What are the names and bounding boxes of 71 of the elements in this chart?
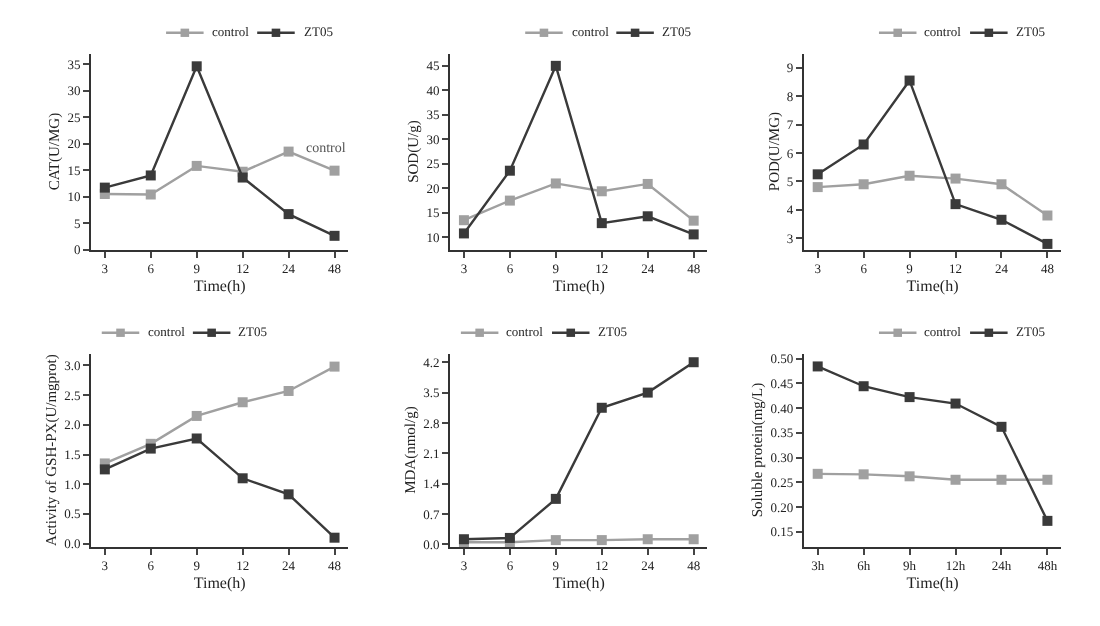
- point: [283, 385, 294, 396]
- point: [283, 146, 294, 157]
- point: [550, 535, 561, 546]
- point: [996, 474, 1007, 485]
- point: [812, 182, 823, 193]
- x-axis-title: Time(h): [193, 277, 247, 296]
- point: [191, 160, 202, 171]
- point: [504, 165, 515, 176]
- point: [904, 75, 915, 86]
- point: [191, 61, 202, 72]
- point: [237, 397, 248, 408]
- point: [812, 468, 823, 479]
- point: [504, 532, 515, 543]
- point: [996, 214, 1007, 225]
- point: [550, 178, 561, 189]
- point: [688, 229, 699, 240]
- point: [596, 186, 607, 197]
- point: [458, 228, 469, 239]
- point: [191, 433, 202, 444]
- point: [904, 392, 915, 403]
- point: [642, 178, 653, 189]
- point: [858, 381, 869, 392]
- point: [191, 410, 202, 421]
- x-axis-title: Time(h): [552, 574, 606, 593]
- point: [904, 170, 915, 181]
- point: [642, 211, 653, 222]
- point: [950, 398, 961, 409]
- point: [812, 361, 823, 372]
- point: [550, 493, 561, 504]
- point: [996, 179, 1007, 190]
- point: [283, 209, 294, 220]
- point: [458, 215, 469, 226]
- point: [99, 464, 110, 475]
- point: [145, 170, 156, 181]
- point: [329, 361, 340, 372]
- point: [1042, 238, 1053, 249]
- point: [596, 535, 607, 546]
- point: [950, 199, 961, 210]
- point: [237, 172, 248, 183]
- point: [283, 489, 294, 500]
- x-axis-title: Time(h): [906, 574, 960, 593]
- point: [858, 179, 869, 190]
- point: [1042, 210, 1053, 221]
- point: [145, 443, 156, 454]
- point: [642, 534, 653, 545]
- point: [950, 474, 961, 485]
- point: [145, 189, 156, 200]
- point: [904, 471, 915, 482]
- point: [329, 165, 340, 176]
- point: [596, 402, 607, 413]
- point: [504, 195, 515, 206]
- point: [1042, 474, 1053, 485]
- point: [642, 387, 653, 398]
- x-axis-title: Time(h): [906, 277, 960, 296]
- point: [688, 357, 699, 368]
- point: [812, 169, 823, 180]
- point: [688, 215, 699, 226]
- point: [858, 139, 869, 150]
- point: [329, 532, 340, 543]
- x-axis-title: Time(h): [552, 277, 606, 296]
- point: [99, 182, 110, 193]
- point: [329, 230, 340, 241]
- point: [237, 473, 248, 484]
- point: [1042, 515, 1053, 526]
- point: [688, 534, 699, 545]
- point: [950, 173, 961, 184]
- point: [858, 469, 869, 480]
- point: [550, 60, 561, 71]
- point: [996, 421, 1007, 432]
- x-axis-title: Time(h): [193, 574, 247, 593]
- point: [596, 218, 607, 229]
